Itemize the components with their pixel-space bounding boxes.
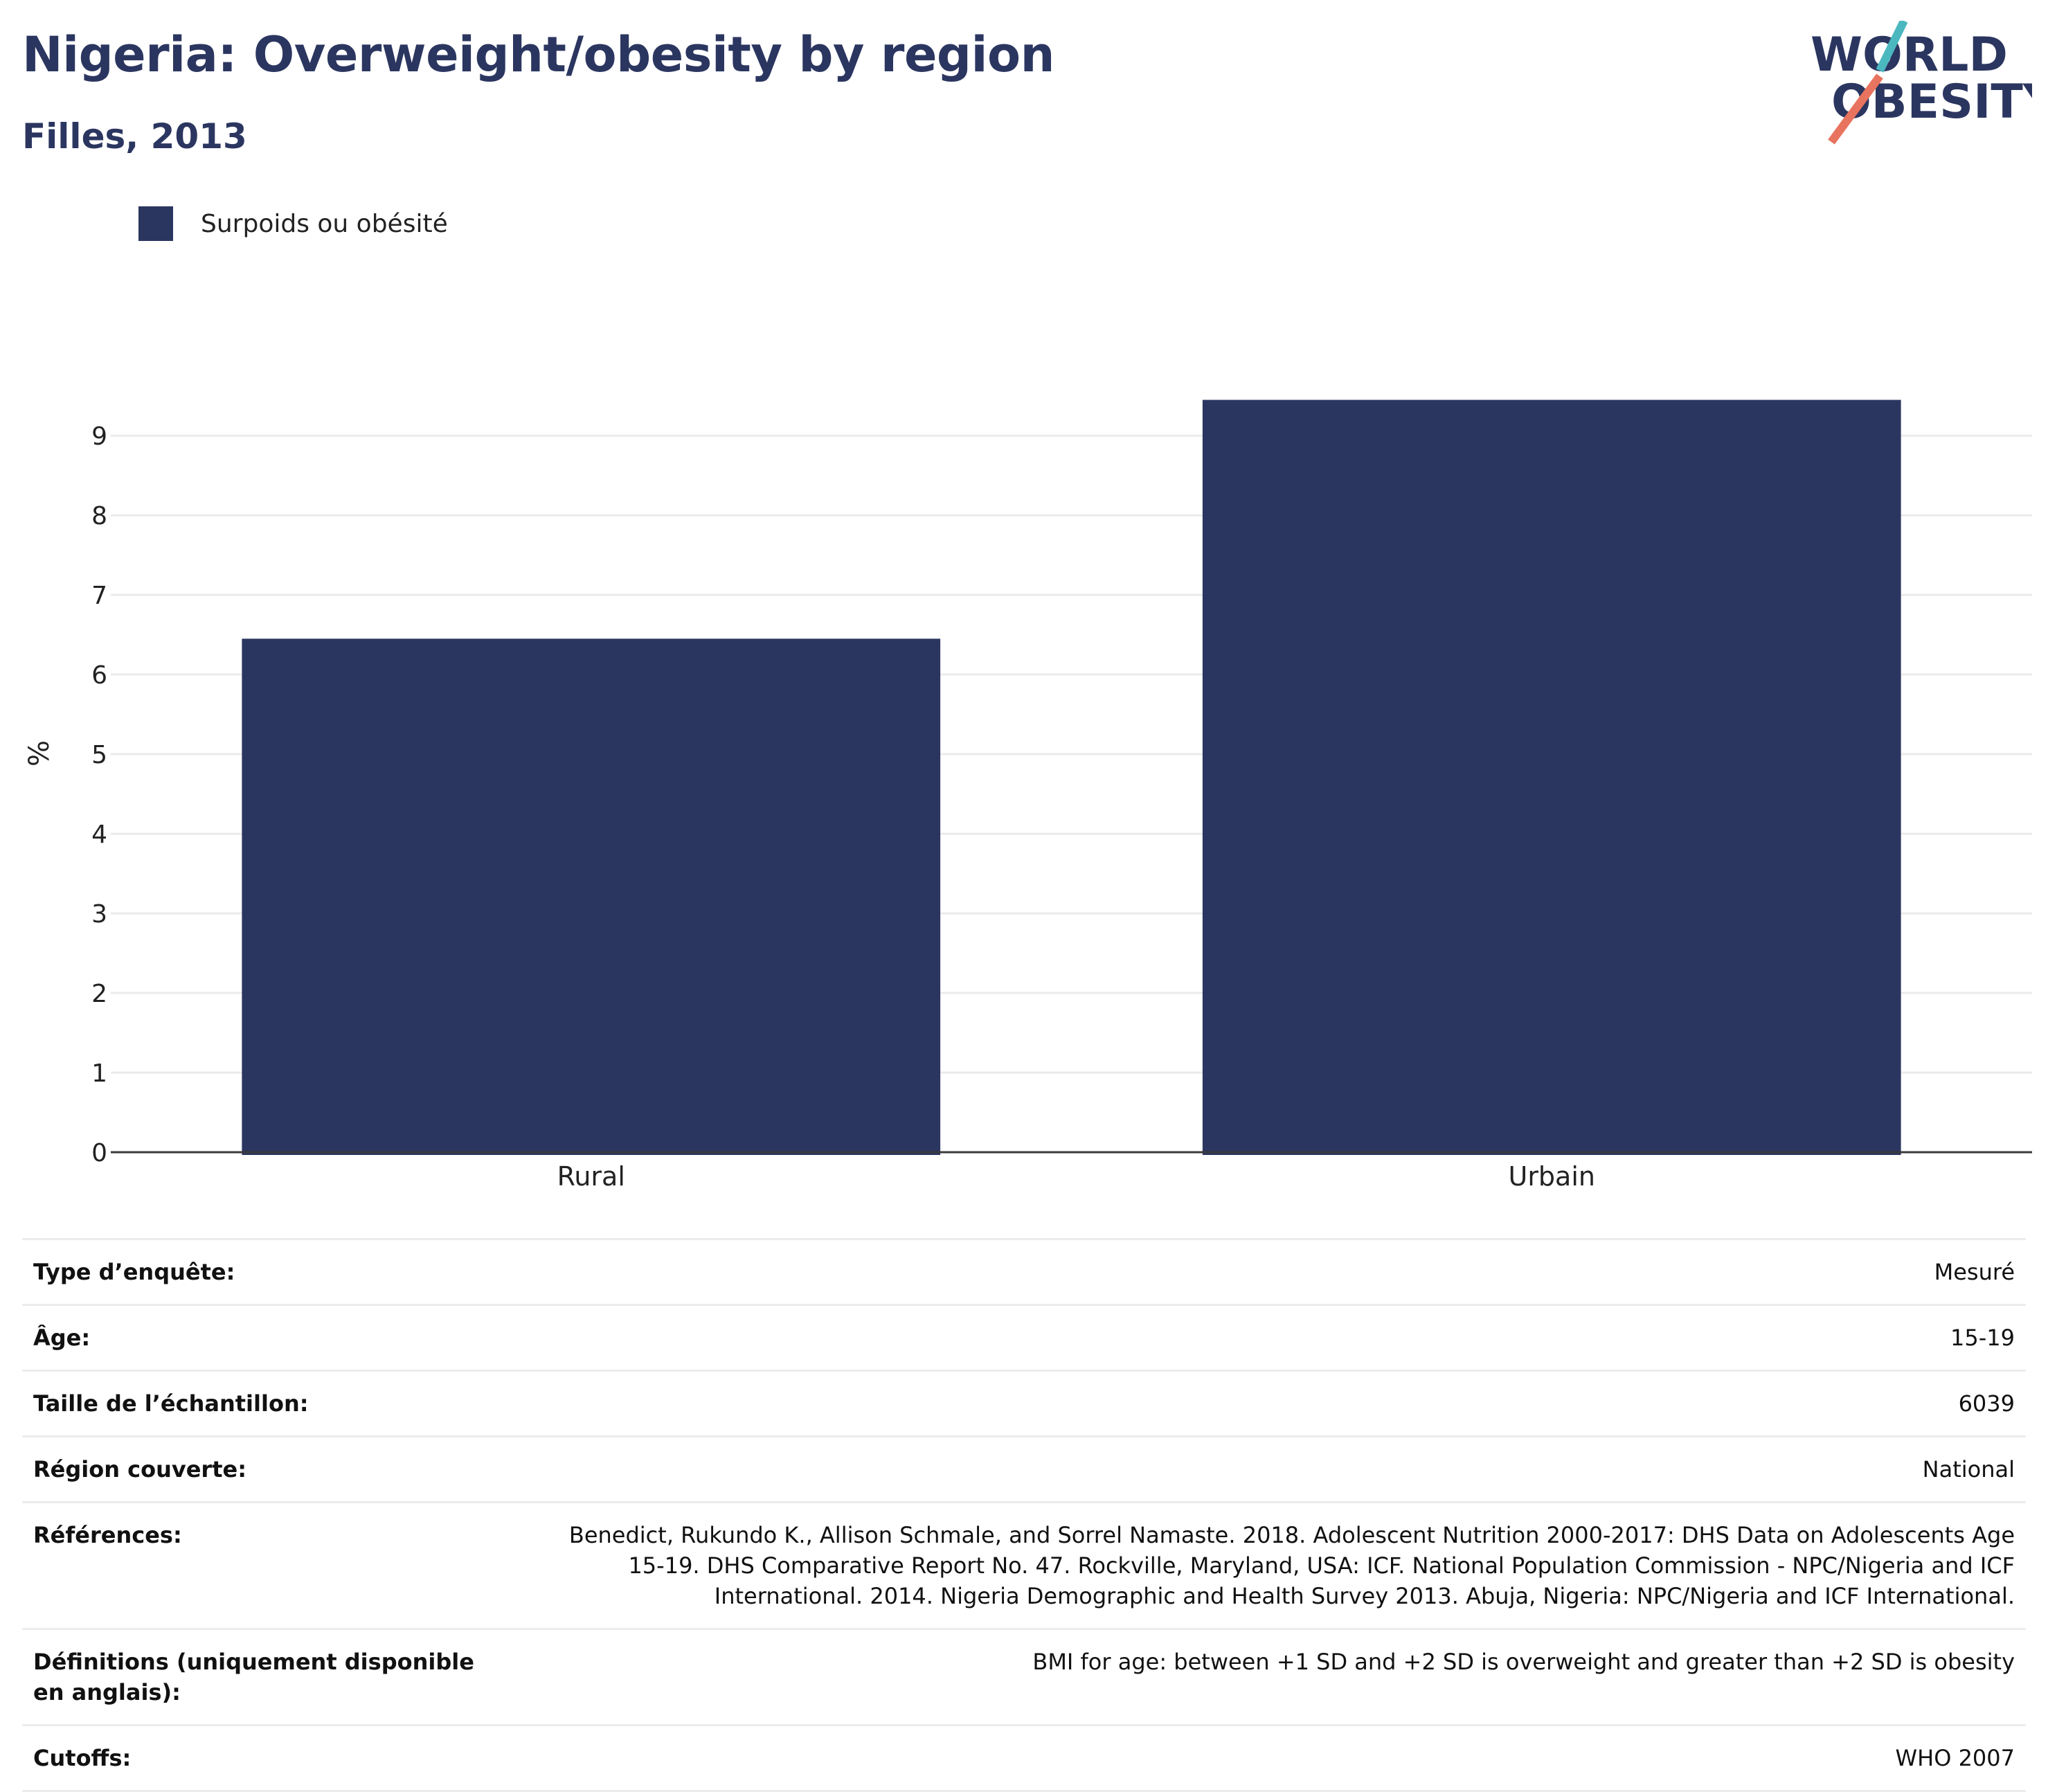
- chart-legend[interactable]: Surpoids ou obésité: [138, 205, 448, 242]
- bars: [242, 400, 1901, 1155]
- info-value: WHO 2007: [515, 1724, 2026, 1792]
- chart-subtitle: Filles, 2013: [22, 116, 247, 156]
- info-row: Taille de l’échantillon: 6039: [22, 1370, 2026, 1437]
- info-value: National: [515, 1435, 2026, 1503]
- info-key: Type d’enquête:: [22, 1238, 515, 1305]
- info-key: Définitions (uniquement disponible en an…: [22, 1628, 515, 1726]
- info-row: Références: Benedict, Rukundo K., Allison…: [22, 1501, 2026, 1629]
- world-obesity-logo: WORLD OBESITY: [1811, 21, 2032, 145]
- info-row: Âge: 15-19: [22, 1304, 2026, 1371]
- y-tick-label: 1: [91, 1059, 107, 1088]
- bar-urbain: [1202, 400, 1901, 1155]
- chart-title: Nigeria: Overweight/obesity by region: [22, 26, 1054, 83]
- legend-swatch: [138, 206, 173, 241]
- info-key: Références:: [22, 1501, 515, 1629]
- info-key: Âge:: [22, 1304, 515, 1371]
- legend-label: Surpoids ou obésité: [201, 209, 448, 238]
- y-tick-label: 4: [91, 821, 107, 849]
- x-tick-label: Rural: [557, 1161, 625, 1192]
- y-tick-label: 0: [91, 1139, 107, 1167]
- info-key: Région couverte:: [22, 1435, 515, 1503]
- info-row: Cutoffs: WHO 2007: [22, 1724, 2026, 1792]
- y-tick-label: 7: [91, 582, 107, 610]
- info-row: Définitions (uniquement disponible en an…: [22, 1628, 2026, 1726]
- info-row: Région couverte: National: [22, 1435, 2026, 1503]
- x-tick-label: Urbain: [1509, 1161, 1596, 1192]
- y-axis-label: %: [24, 740, 55, 767]
- info-row: Type d’enquête: Mesuré: [22, 1238, 2026, 1305]
- info-value: 15-19: [515, 1304, 2026, 1371]
- bar-chart: 0 1 2 3 4 5 6 7 8 9 Rural Urbain %: [24, 400, 2032, 1192]
- y-axis-ticks: 0 1 2 3 4 5 6 7 8 9: [91, 422, 107, 1167]
- info-value: BMI for age: between +1 SD and +2 SD is …: [515, 1628, 2026, 1726]
- x-axis-ticks: Rural Urbain: [557, 1161, 1595, 1192]
- logo-slash-coral: [1828, 73, 1883, 145]
- bar-rural: [242, 638, 941, 1155]
- logo-slash-teal: [1876, 21, 1908, 73]
- y-tick-label: 6: [91, 661, 107, 690]
- y-tick-label: 2: [91, 980, 107, 1008]
- info-table: Type d’enquête: Mesuré Âge: 15-19 Taille de …: [22, 1238, 2026, 1792]
- y-tick-label: 8: [91, 502, 107, 530]
- y-tick-label: 9: [91, 422, 107, 451]
- info-key: Taille de l’échantillon:: [22, 1370, 515, 1437]
- y-tick-label: 5: [91, 741, 107, 769]
- info-key: Cutoffs:: [22, 1724, 515, 1792]
- info-value: Benedict, Rukundo K., Allison Schmale, a…: [515, 1501, 2026, 1629]
- y-tick-label: 3: [91, 900, 107, 929]
- info-value: 6039: [515, 1370, 2026, 1437]
- info-value: Mesuré: [515, 1238, 2026, 1305]
- logo-text-world: WORLD: [1811, 28, 2008, 82]
